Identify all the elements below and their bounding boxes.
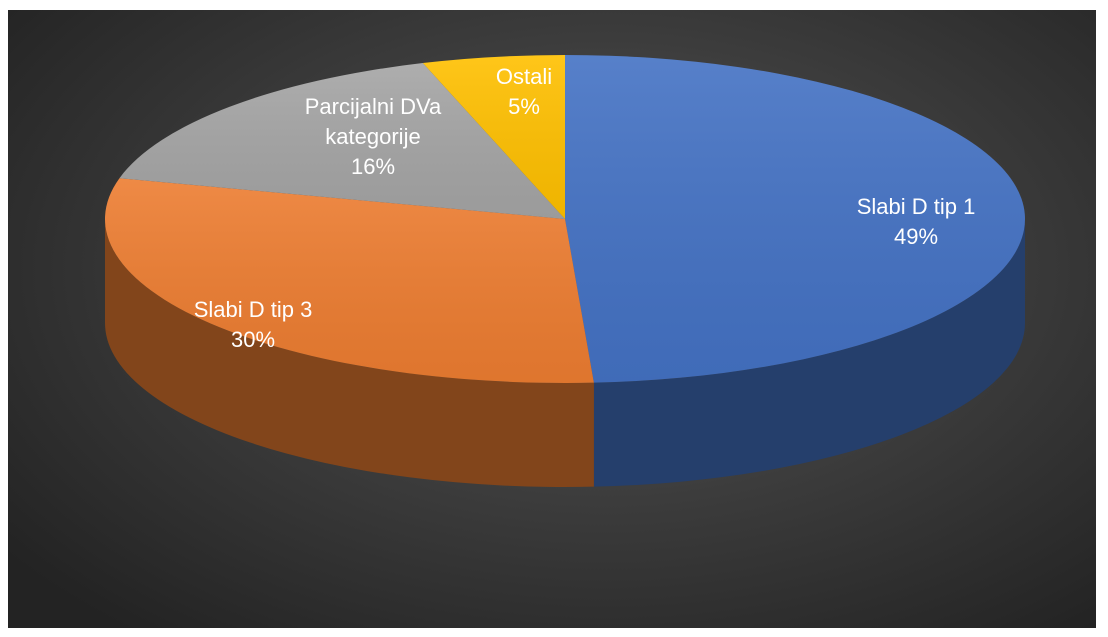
pie-slice-shine-3 (422, 55, 565, 219)
chart-area: Slabi D tip 1 49% Slabi D tip 3 30% Parcijal… (8, 10, 1096, 628)
pie-slice-shine-0 (565, 55, 1025, 383)
slice-name-label-1: Slabi D tip 3 (194, 297, 313, 322)
slice-value-label-2: 16% (351, 154, 395, 179)
slice-name-label-2: kategorije (325, 124, 420, 149)
slice-value-label-3: 5% (508, 94, 540, 119)
slice-name-label-0: Slabi D tip 1 (857, 194, 976, 219)
pie-depth (105, 219, 1025, 487)
slice-value-label-0: 49% (894, 224, 938, 249)
slice-value-label-1: 30% (231, 327, 275, 352)
pie-slice-shine-1 (105, 178, 594, 384)
pie-top (105, 55, 1025, 384)
slice-name-label-2: Parcijalni DVa (305, 94, 442, 119)
slice-labels: Slabi D tip 1 49% Slabi D tip 3 30% Parcijal… (194, 64, 976, 352)
pie-side-0 (593, 219, 1025, 487)
pie-side-1 (105, 219, 594, 487)
pie-slice-shine-2 (119, 63, 565, 219)
slice-name-label-3: Ostali (496, 64, 552, 89)
pie-chart: Slabi D tip 1 49% Slabi D tip 3 30% Parcijal… (105, 55, 1025, 487)
